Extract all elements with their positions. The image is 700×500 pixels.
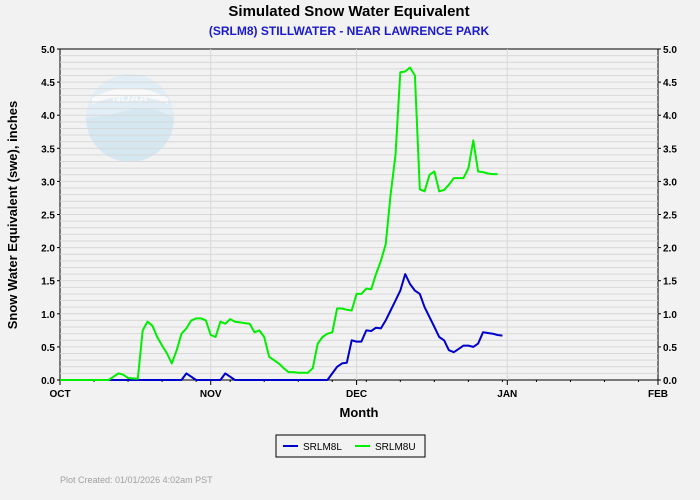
y-tick-label-right: 1.5: [663, 277, 677, 288]
y-tick-label-left: 2.5: [41, 211, 55, 222]
y-tick-label-right: 1.0: [663, 310, 677, 321]
chart-subtitle: (SRLM8) STILLWATER - NEAR LAWRENCE PARK: [209, 24, 490, 38]
y-tick-label-left: 5.0: [41, 45, 55, 56]
y-tick-label-left: 1.0: [41, 310, 55, 321]
y-tick-label-left: 3.0: [41, 177, 55, 188]
y-tick-label-right: 5.0: [663, 45, 677, 56]
legend-label-srlm8l: SRLM8L: [303, 442, 342, 453]
y-tick-label-left: 0.0: [41, 376, 55, 387]
y-tick-label-right: 4.0: [663, 111, 677, 122]
y-axis-label: Snow Water Equivalent (swe), inches: [5, 101, 20, 330]
legend-label-srlm8u: SRLM8U: [375, 442, 416, 453]
plot-created-footer: Plot Created: 01/01/2026 4:02am PST: [60, 475, 213, 485]
series-line-srlm8u: [60, 66, 498, 381]
y-tick-label-right: 0.0: [663, 376, 677, 387]
y-tick-label-right: 0.5: [663, 343, 677, 354]
x-tick-label: JAN: [497, 389, 517, 400]
y-tick-label-left: 1.5: [41, 277, 55, 288]
y-tick-label-right: 2.0: [663, 244, 677, 255]
y-tick-label-left: 4.5: [41, 78, 55, 89]
axes: 0.0 0.0 0.5 0.5 1.0 1.0 1.5 1.5 2.0 2.0 2.5 2.5 3.0 3…: [41, 45, 677, 400]
y-tick-label-left: 2.0: [41, 244, 55, 255]
x-tick-label: DEC: [346, 389, 367, 400]
y-tick-label-right: 3.0: [663, 177, 677, 188]
chart-title: Simulated Snow Water Equivalent: [228, 3, 469, 20]
series-lines: [60, 66, 503, 381]
legend: SRLM8L SRLM8U: [275, 434, 426, 458]
x-tick-label: OCT: [49, 389, 70, 400]
x-axis-label: Month: [340, 405, 379, 420]
y-tick-label-right: 4.5: [663, 78, 677, 89]
y-tick-label-left: 3.5: [41, 144, 55, 155]
series-line-srlm8l: [60, 273, 503, 381]
y-tick-label-left: 4.0: [41, 111, 55, 122]
x-tick-label: NOV: [200, 389, 222, 400]
legend-box: [275, 434, 426, 458]
y-tick-label-right: 2.5: [663, 211, 677, 222]
watermark-text: NOAA: [112, 91, 148, 105]
y-tick-label-right: 3.5: [663, 144, 677, 155]
y-tick-label-left: 0.5: [41, 343, 55, 354]
x-tick-label: FEB: [648, 389, 668, 400]
